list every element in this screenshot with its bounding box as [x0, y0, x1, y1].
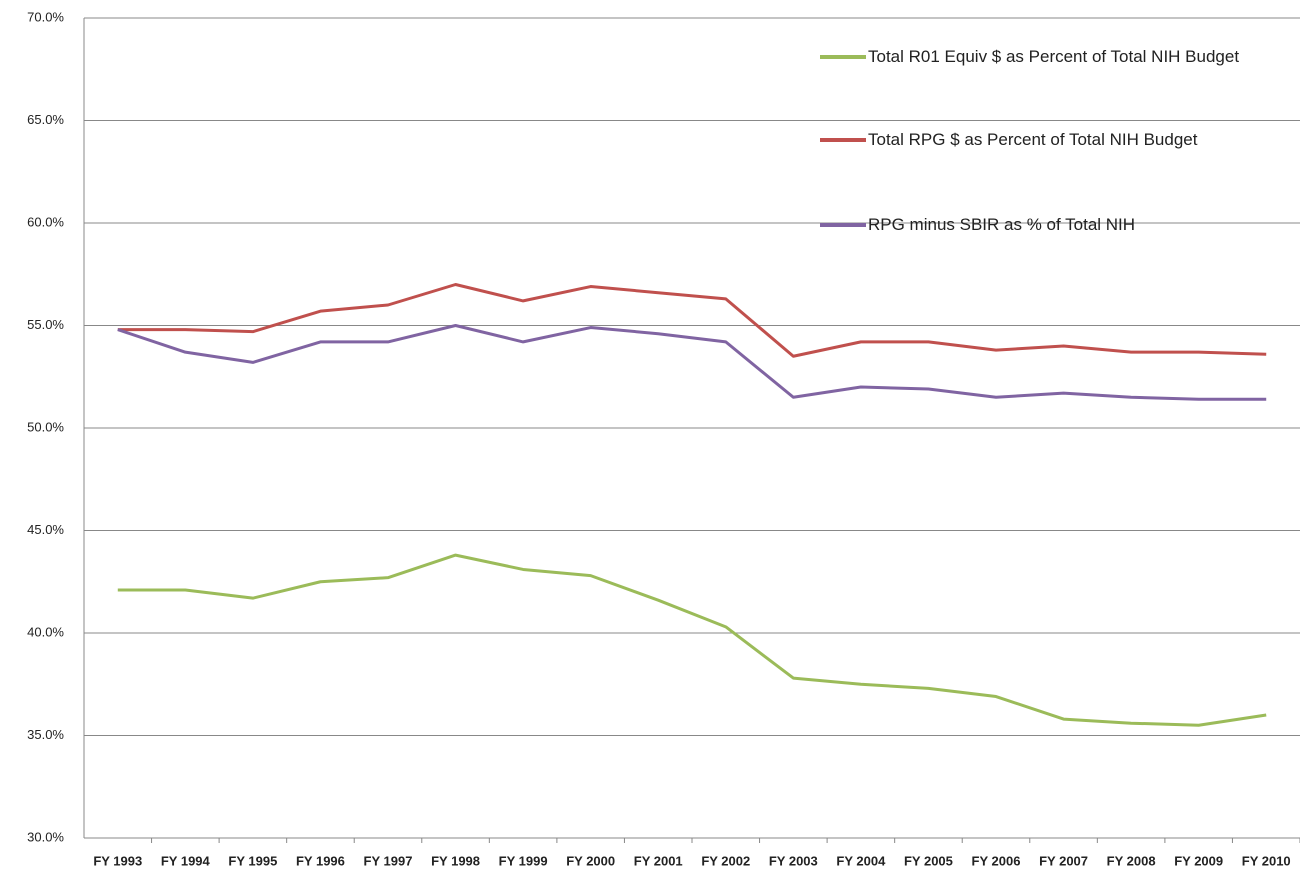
series-line — [117, 283, 1267, 358]
y-tick-label: 40.0% — [27, 624, 64, 639]
legend-label: RPG minus SBIR as % of Total NIH — [868, 215, 1136, 234]
x-tick-label: FY 1997 — [364, 853, 413, 868]
legend-entry: Total R01 Equiv $ as Percent of Total NI… — [820, 42, 1280, 71]
y-tick-label: 60.0% — [27, 214, 64, 229]
x-tick-label: FY 2007 — [1039, 853, 1088, 868]
x-tick-label: FY 1995 — [228, 853, 277, 868]
y-tick-label: 65.0% — [27, 112, 64, 127]
x-tick-label: FY 1999 — [499, 853, 548, 868]
series-line — [117, 553, 1267, 727]
y-tick-label: 30.0% — [27, 829, 64, 844]
x-tick-label: FY 2001 — [634, 853, 683, 868]
legend-entry: RPG minus SBIR as % of Total NIH — [820, 210, 1280, 239]
x-tick-label: FY 2002 — [701, 853, 750, 868]
x-tick-label: FY 2008 — [1107, 853, 1156, 868]
x-tick-label: FY 2006 — [972, 853, 1021, 868]
legend-swatch — [820, 55, 866, 59]
y-tick-label: 35.0% — [27, 727, 64, 742]
legend-swatch — [820, 223, 866, 227]
legend-label: Total RPG $ as Percent of Total NIH Budg… — [868, 130, 1198, 149]
x-tick-label: FY 2010 — [1242, 853, 1291, 868]
x-tick-label: FY 1996 — [296, 853, 345, 868]
y-tick-label: 55.0% — [27, 317, 64, 332]
y-tick-label: 50.0% — [27, 419, 64, 434]
x-tick-label: FY 2009 — [1174, 853, 1223, 868]
legend-entry: Total RPG $ as Percent of Total NIH Budg… — [820, 125, 1280, 154]
x-tick-label: FY 1993 — [93, 853, 142, 868]
legend-label: Total R01 Equiv $ as Percent of Total NI… — [868, 47, 1240, 66]
x-tick-label: FY 2004 — [836, 853, 886, 868]
x-tick-label: FY 2003 — [769, 853, 818, 868]
y-tick-label: 70.0% — [27, 9, 64, 24]
x-tick-label: FY 2000 — [566, 853, 615, 868]
series-line — [117, 324, 1267, 401]
x-tick-label: FY 1998 — [431, 853, 480, 868]
legend-swatch — [820, 138, 866, 142]
x-tick-label: FY 1994 — [161, 853, 211, 868]
y-tick-label: 45.0% — [27, 522, 64, 537]
x-tick-label: FY 2005 — [904, 853, 953, 868]
